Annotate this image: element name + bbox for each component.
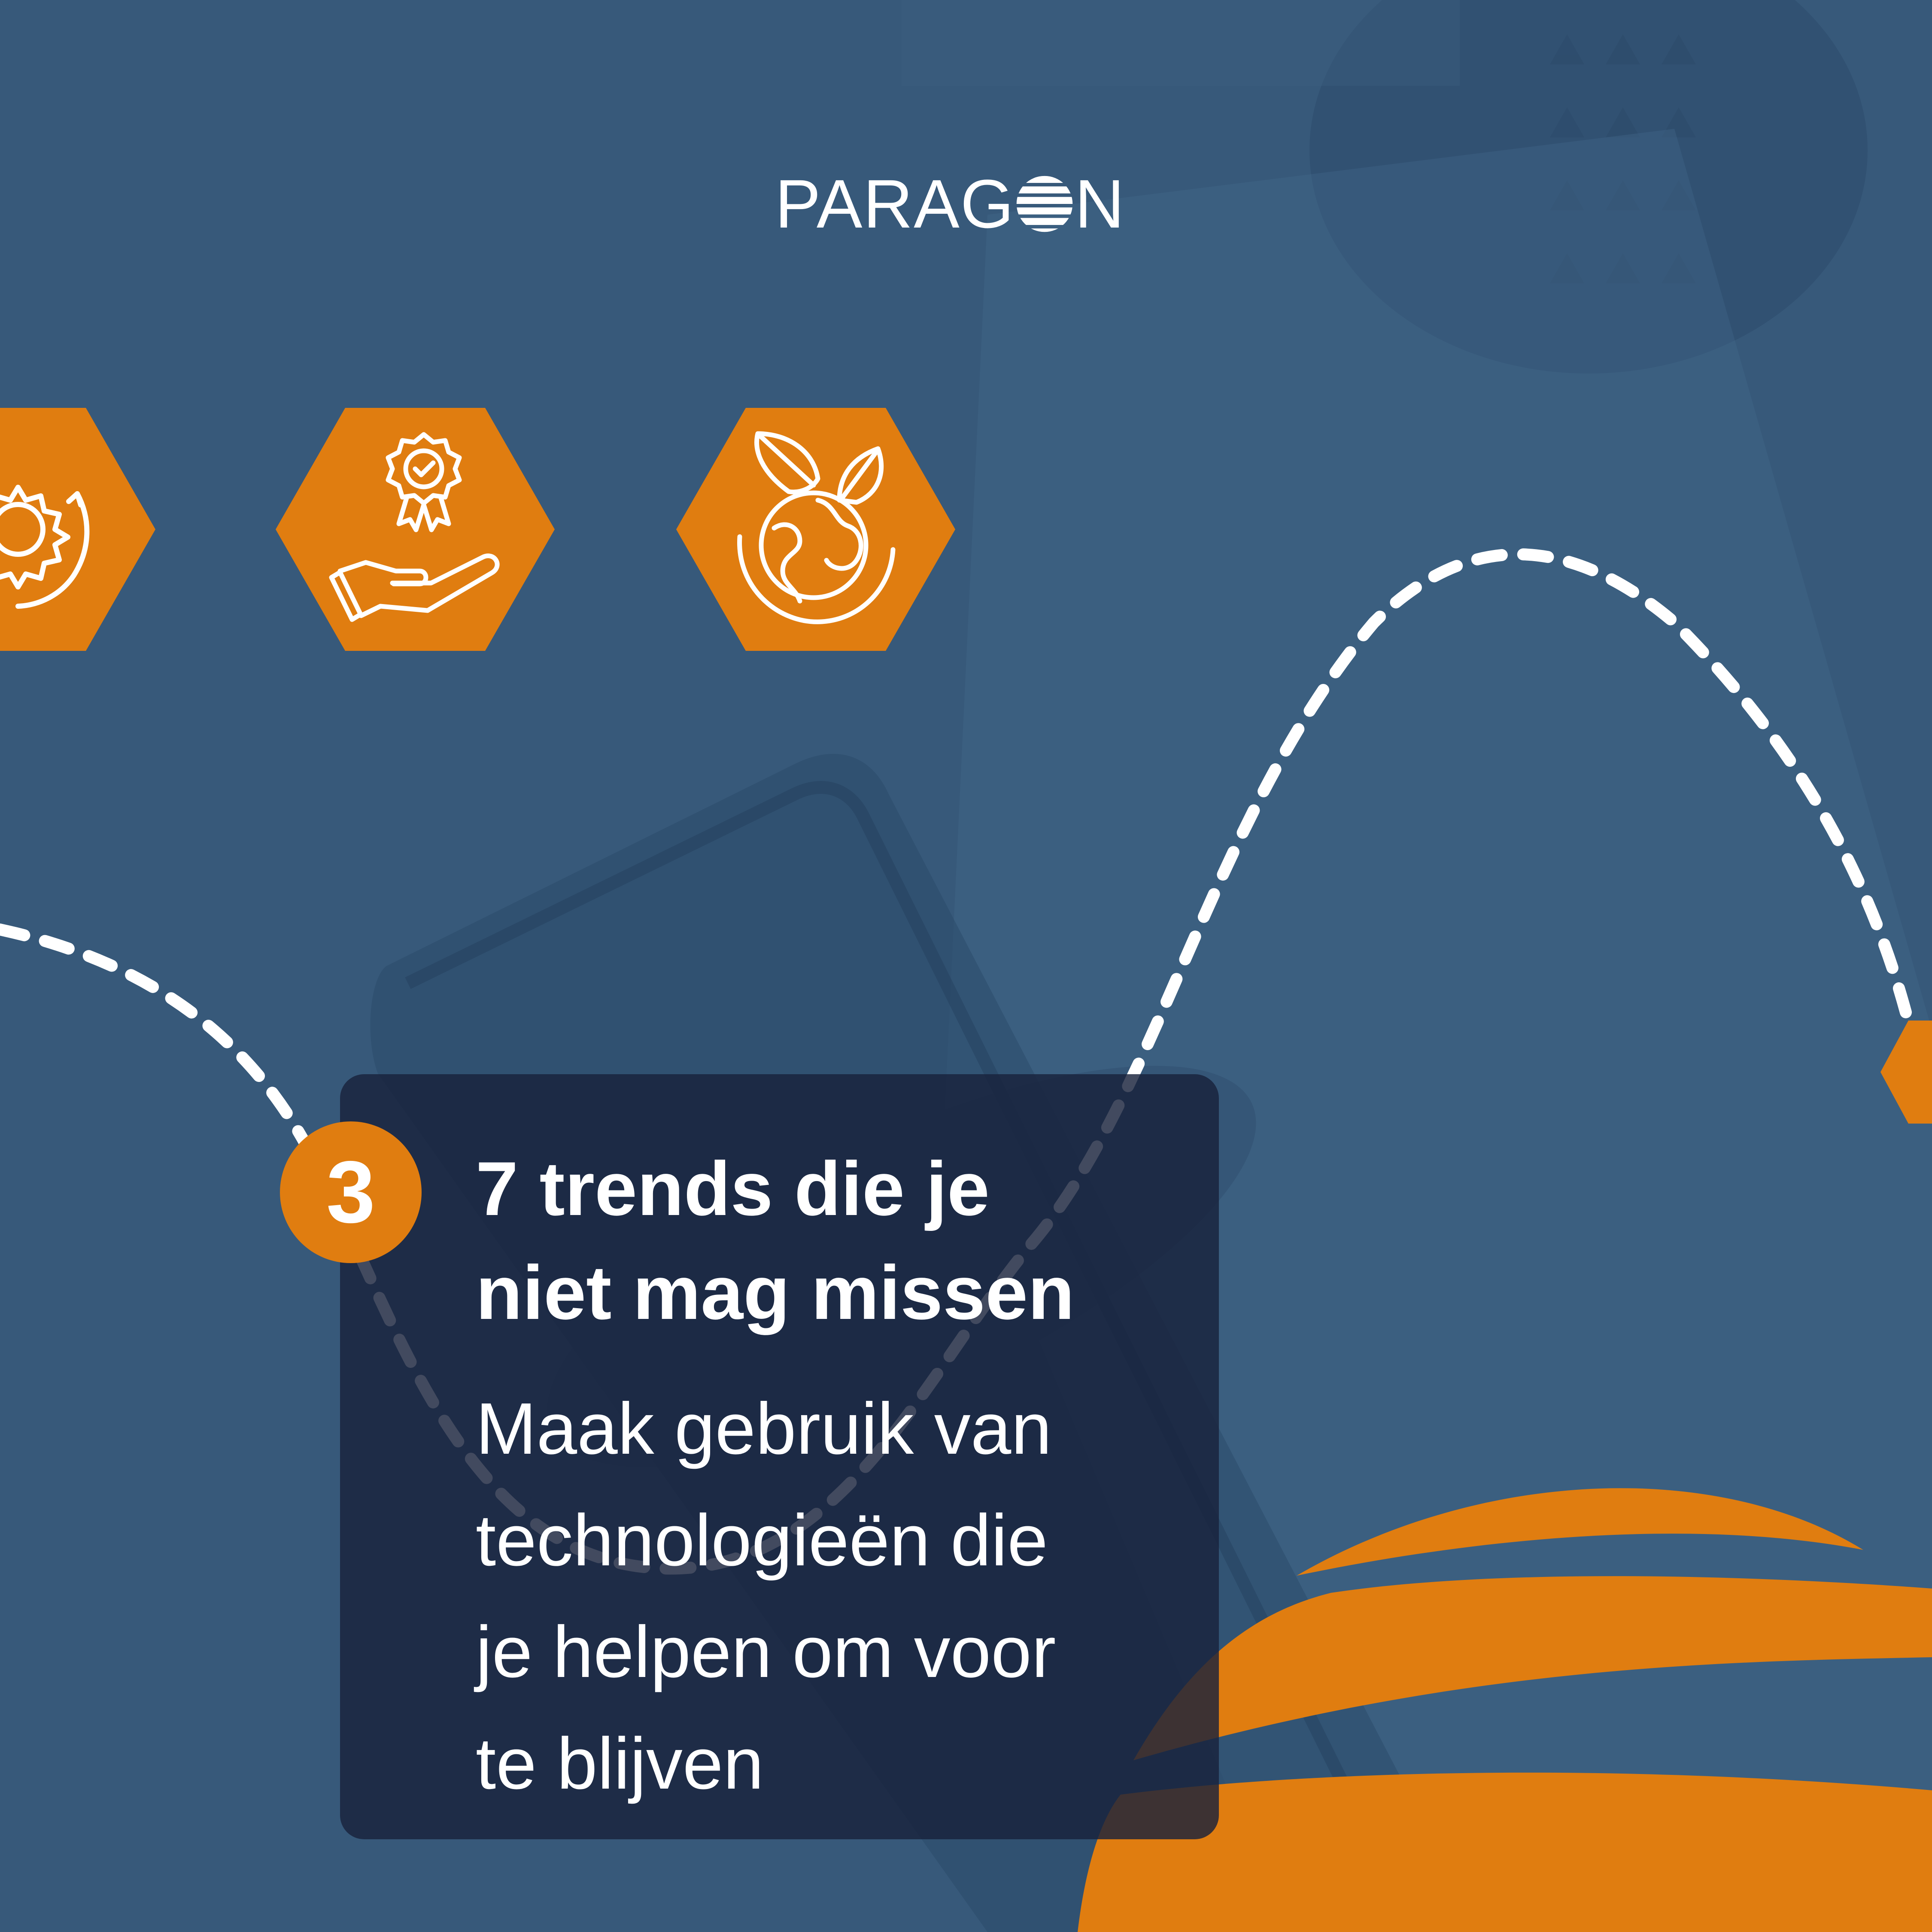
card-body-line: je helpen om voor xyxy=(476,1611,1056,1693)
logo-globe-icon xyxy=(1017,176,1073,232)
card-title: 7 trends die je niet mag missen xyxy=(476,1137,1197,1345)
card-body-line: te blijven xyxy=(476,1723,764,1804)
card-body: Maak gebruik van technologieën die je he… xyxy=(476,1373,1197,1820)
logo-text-right: N xyxy=(1075,165,1125,242)
globe-leaves-icon xyxy=(676,408,955,651)
trend-card xyxy=(340,1074,1219,1839)
card-body-line: Maak gebruik van xyxy=(476,1388,1052,1470)
card-title-line: niet mag missen xyxy=(476,1250,1075,1335)
hexagon-partial-icon xyxy=(1880,1021,1932,1124)
paragon-logo: PARAG N xyxy=(775,170,1148,238)
award-hand-icon xyxy=(276,408,555,651)
card-title-line: 7 trends die je xyxy=(476,1146,990,1231)
logo-text-left: PARAG xyxy=(775,165,1015,242)
step-number-badge: 3 xyxy=(280,1121,422,1263)
gear-cycle-icon xyxy=(0,408,155,651)
card-body-line: technologieën die xyxy=(476,1500,1048,1581)
